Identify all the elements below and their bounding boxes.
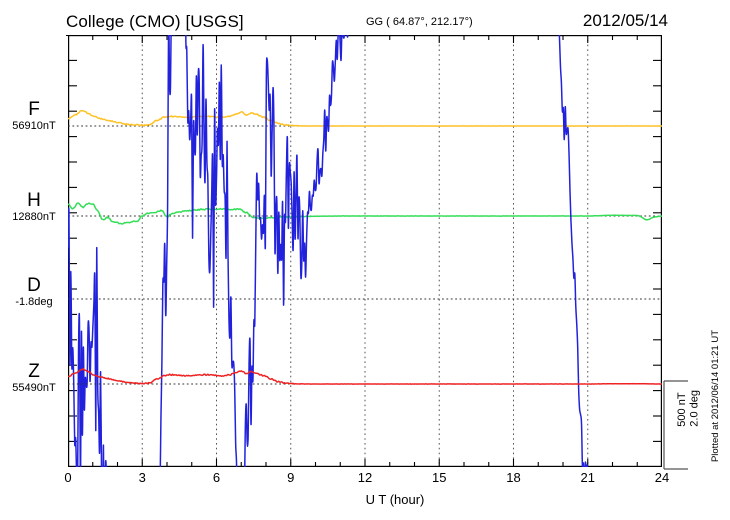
trace-D xyxy=(68,35,589,467)
trace-baseline-h: 12880nT xyxy=(12,210,56,223)
trace-baseline-z: 55490nT xyxy=(12,381,56,394)
station-title: College (CMO) [USGS] xyxy=(66,12,244,31)
x-axis-title: U T (hour) xyxy=(0,492,730,507)
observation-date: 2012/05/14 xyxy=(582,11,668,30)
trace-symbol-z: Z xyxy=(28,361,40,382)
x-tick-0: 0 xyxy=(64,470,72,485)
trace-F xyxy=(68,109,662,127)
scale-deg: 2.0 deg xyxy=(688,390,701,427)
trace-baseline-d: -1.8deg xyxy=(15,295,53,308)
x-tick-24: 24 xyxy=(654,470,670,485)
x-tick-15: 15 xyxy=(432,470,447,485)
plotted-timestamp: Plotted at 2012/06/14 01:21 UT xyxy=(710,330,721,463)
x-tick-18: 18 xyxy=(506,470,521,485)
scale-nt: 500 nT xyxy=(676,392,688,427)
trace-label-h: H 12880nT xyxy=(1,191,67,223)
trace-baseline-f: 56910nT xyxy=(12,119,56,132)
trace-symbol-h: H xyxy=(27,190,41,211)
x-tick-9: 9 xyxy=(287,470,295,485)
trace-label-z: Z 55490nT xyxy=(1,362,67,394)
trace-symbol-d: D xyxy=(27,275,41,296)
x-axis-title-text: U T (hour) xyxy=(365,492,425,507)
magnetogram-plot xyxy=(68,35,662,467)
trace-Z xyxy=(68,368,662,385)
trace-symbol-f: F xyxy=(28,99,40,120)
trace-label-f: F 56910nT xyxy=(1,100,67,132)
trace-label-d: D -1.8deg xyxy=(1,276,67,308)
x-tick-3: 3 xyxy=(138,470,146,485)
x-tick-12: 12 xyxy=(357,470,373,485)
x-tick-6: 6 xyxy=(212,470,221,485)
x-tick-21: 21 xyxy=(580,470,595,485)
scale-bar-label: 500 nT 2.0 deg xyxy=(676,390,701,427)
geographic-coordinates: GG ( 64.87°, 212.17°) xyxy=(366,16,473,28)
scale-bar xyxy=(663,380,688,470)
plot-canvas xyxy=(68,35,662,467)
